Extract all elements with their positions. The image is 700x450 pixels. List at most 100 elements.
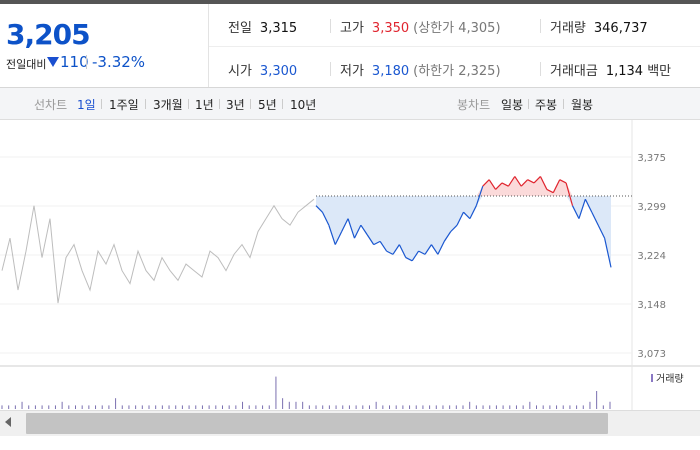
volume-legend-label: 거래량 (656, 373, 684, 385)
tab-divider (188, 99, 189, 109)
open-label: 시가 (228, 64, 252, 79)
price-segment (392, 244, 400, 255)
price-segment (495, 182, 503, 190)
tab-3-months[interactable]: 3개월 (153, 98, 183, 112)
high-stat: 고가 3,350 (상한가 4,305) (340, 17, 501, 36)
current-price: 3,205 (6, 18, 91, 51)
volume-value: 346,737 (593, 21, 648, 36)
trade-value: 1,134 (605, 64, 644, 79)
price-chart-svg: 3,375 3,299 3,224 3,148 3,073 거래량 (0, 120, 700, 410)
upper-limit: (상한가 4,305) (413, 21, 501, 36)
price-segment (565, 182, 574, 206)
prev-close-label: 전일 (228, 21, 252, 36)
tab-3-years[interactable]: 3년 (226, 98, 245, 112)
low-value: 3,180 (371, 64, 410, 79)
tab-daily-candle[interactable]: 일봉 (501, 98, 524, 112)
tab-5-years[interactable]: 5년 (258, 98, 277, 112)
down-triangle-icon (47, 57, 59, 67)
price-segment (559, 179, 567, 184)
open-value: 3,300 (259, 64, 298, 79)
stat-divider (330, 62, 331, 76)
tab-divider (282, 99, 283, 109)
price-segment (347, 218, 356, 239)
price-segment (604, 237, 612, 268)
price-segment (443, 231, 452, 242)
price-segment (571, 205, 580, 219)
tab-10-years[interactable]: 10년 (290, 98, 317, 112)
price-segment (533, 176, 541, 184)
tab-divider (219, 99, 220, 109)
y-tick-label: 3,224 (637, 251, 666, 262)
chart-period-tabs: 선차트 1일 1주일 3개월 1년 3년 5년 10년 봉차트 일봉 주봉 월봉 (0, 88, 700, 120)
change-percent: -3.32% (92, 53, 146, 71)
price-segment (360, 224, 368, 236)
price-segment (437, 241, 445, 255)
stats-row-divider (209, 46, 700, 47)
price-segment (398, 244, 407, 258)
price-segment (366, 234, 375, 245)
stat-divider (330, 19, 331, 33)
stat-divider (540, 62, 541, 76)
price-segment (405, 257, 413, 262)
scroll-thumb[interactable] (26, 413, 608, 434)
price-segment (527, 179, 535, 184)
volume-label: 거래량 (550, 21, 586, 36)
open-stat: 시가 3,300 (228, 60, 297, 79)
scroll-left-arrow-icon[interactable] (5, 417, 11, 427)
price-segment (475, 186, 484, 206)
lower-limit: (하한가 2,325) (413, 64, 501, 79)
tab-1-year[interactable]: 1년 (195, 98, 214, 112)
price-segment (424, 244, 432, 255)
price-segment (520, 179, 529, 187)
price-segment (552, 179, 561, 193)
price-segment (482, 179, 490, 187)
volume-legend-swatch (651, 374, 653, 382)
candle-chart-label: 봉차트 (457, 98, 491, 112)
y-tick-label: 3,375 (637, 153, 666, 164)
tab-divider (145, 99, 146, 109)
y-tick-label: 3,073 (637, 349, 666, 360)
change-label: 전일대비 (6, 58, 47, 71)
tab-divider (101, 99, 102, 109)
price-segment (379, 241, 388, 252)
chart-scrollbar[interactable] (0, 410, 700, 436)
price-segment (386, 250, 394, 255)
price-segment (463, 211, 471, 220)
high-label: 고가 (340, 21, 364, 36)
change-absolute: 110 (60, 53, 89, 71)
history-price-line (1, 198, 315, 304)
below-reference-fill (316, 195, 611, 268)
tab-1-day[interactable]: 1일 (77, 98, 96, 112)
y-tick-label: 3,148 (637, 300, 666, 311)
current-price-box: 3,205 전일대비 110 -3.32% (0, 4, 209, 87)
price-segment (315, 205, 323, 213)
low-label: 저가 (340, 64, 364, 79)
price-segment (411, 250, 420, 262)
price-segment (539, 176, 548, 190)
price-segment (328, 224, 336, 245)
price-segment (450, 224, 458, 233)
price-segment (507, 176, 516, 187)
price-chart: 3,375 3,299 3,224 3,148 3,073 거래량 (0, 120, 700, 410)
price-segment (430, 244, 439, 255)
tab-monthly-candle[interactable]: 월봉 (571, 98, 594, 112)
prev-close-stat: 전일 3,315 (228, 17, 297, 36)
trade-value-unit: 백만 (647, 64, 672, 79)
price-segment (353, 224, 362, 239)
price-header: 3,205 전일대비 110 -3.32% 전일 3,315 고가 3,350 (상한… (0, 4, 700, 88)
price-segment (584, 198, 593, 213)
price-segment (501, 182, 509, 187)
tab-weekly-candle[interactable]: 주봉 (535, 98, 558, 112)
price-segment (456, 211, 465, 226)
line-chart-label: 선차트 (34, 98, 68, 112)
top-border (0, 0, 700, 4)
price-segment (488, 179, 497, 190)
volume-stat: 거래량 346,737 (550, 17, 648, 36)
price-segment (578, 198, 586, 219)
y-tick-label: 3,299 (637, 202, 666, 213)
price-segment (469, 205, 477, 219)
tab-1-week[interactable]: 1주일 (109, 98, 139, 112)
trade-value-label: 거래대금 (550, 64, 598, 79)
stat-divider (540, 19, 541, 33)
